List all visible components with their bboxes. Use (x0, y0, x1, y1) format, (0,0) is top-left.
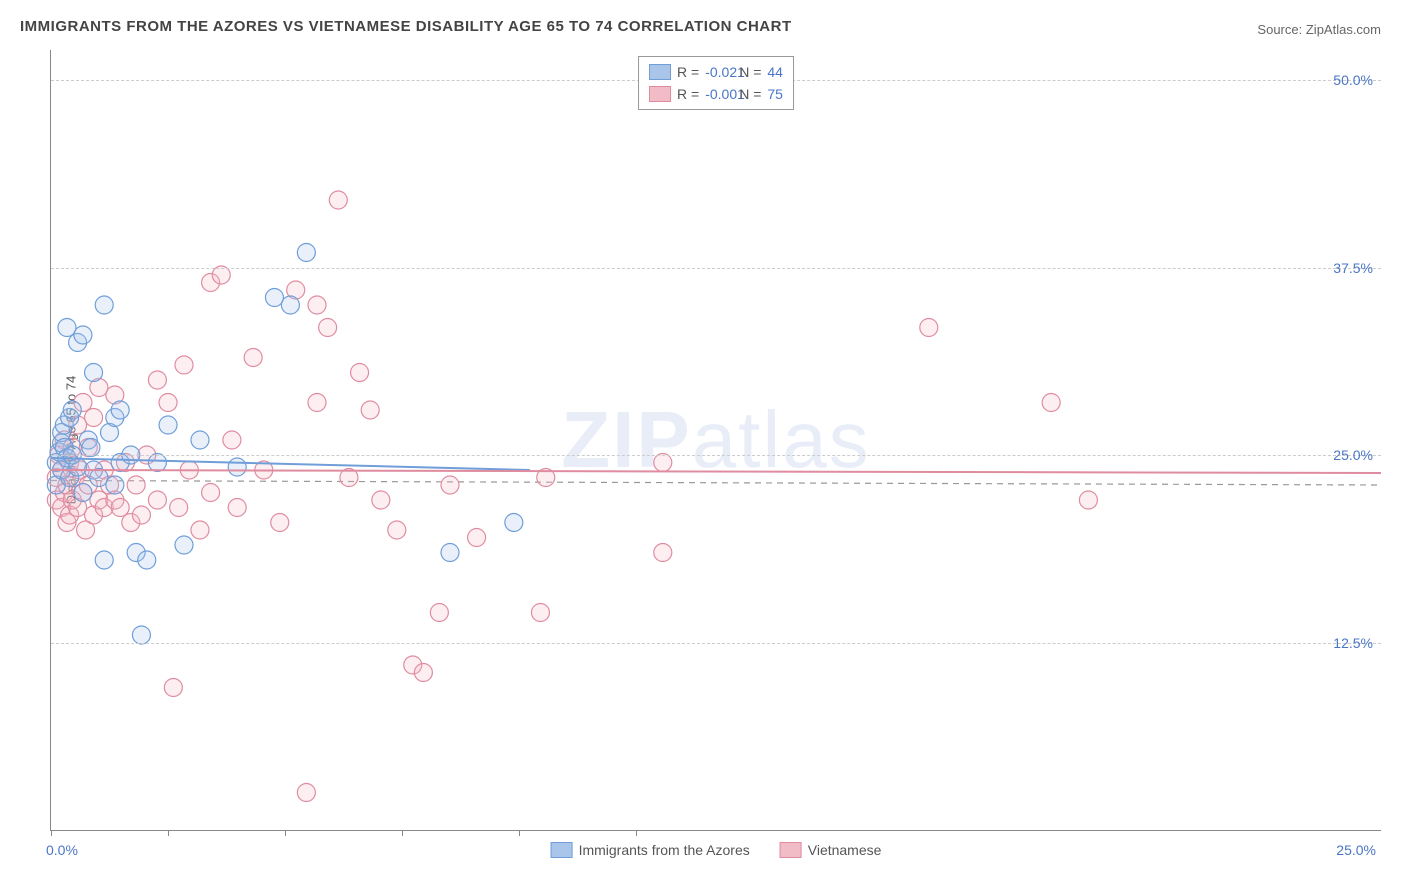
data-point (223, 431, 241, 449)
data-point (351, 364, 369, 382)
data-point (63, 401, 81, 419)
data-point (441, 476, 459, 494)
legend-item-vietnamese: Vietnamese (780, 842, 882, 858)
data-point (111, 499, 129, 517)
data-point (132, 506, 150, 524)
legend-label: Immigrants from the Azores (579, 842, 750, 858)
y-tick-label: 25.0% (1333, 447, 1373, 463)
data-point (441, 544, 459, 562)
n-value-azores: 44 (767, 61, 783, 83)
data-point (228, 458, 246, 476)
data-point (191, 431, 209, 449)
legend-swatch-azores (649, 64, 671, 80)
r-value-vietnamese: -0.001 (705, 83, 733, 105)
data-point (654, 544, 672, 562)
data-point (468, 529, 486, 547)
data-point (531, 604, 549, 622)
data-point (148, 454, 166, 472)
data-point (281, 296, 299, 314)
data-point (654, 454, 672, 472)
data-point (138, 551, 156, 569)
x-axis-max-label: 25.0% (1336, 842, 1376, 858)
data-point (297, 784, 315, 802)
data-point (414, 664, 432, 682)
source-link[interactable]: ZipAtlas.com (1306, 22, 1381, 37)
data-point (74, 484, 92, 502)
data-point (170, 499, 188, 517)
data-point (388, 521, 406, 539)
data-point (319, 319, 337, 337)
data-point (90, 469, 108, 487)
data-point (111, 401, 129, 419)
data-point (329, 191, 347, 209)
source-label: Source: (1257, 22, 1302, 37)
data-point (159, 394, 177, 412)
data-point (95, 296, 113, 314)
data-point (159, 416, 177, 434)
source-attribution: Source: ZipAtlas.com (1257, 22, 1381, 37)
data-point (265, 289, 283, 307)
data-point (920, 319, 938, 337)
x-axis-min-label: 0.0% (46, 842, 78, 858)
legend-series: Immigrants from the Azores Vietnamese (551, 842, 882, 858)
data-point (69, 458, 87, 476)
data-point (58, 319, 76, 337)
chart-title: IMMIGRANTS FROM THE AZORES VS VIETNAMESE… (20, 18, 792, 35)
data-point (228, 499, 246, 517)
chart-svg (51, 50, 1381, 830)
data-point (148, 371, 166, 389)
data-point (85, 364, 103, 382)
data-point (297, 244, 315, 262)
data-point (106, 476, 124, 494)
data-point (95, 551, 113, 569)
data-point (164, 679, 182, 697)
data-point (1042, 394, 1060, 412)
legend-item-azores: Immigrants from the Azores (551, 842, 750, 858)
legend-stats: R =-0.021 N =44 R =-0.001 N =75 (638, 56, 794, 110)
data-point (308, 394, 326, 412)
data-point (175, 356, 193, 374)
data-point (505, 514, 523, 532)
data-point (127, 476, 145, 494)
legend-swatch-vietnamese (780, 842, 802, 858)
legend-stats-row: R =-0.001 N =75 (649, 83, 783, 105)
data-point (372, 491, 390, 509)
data-point (175, 536, 193, 554)
trend-line (51, 470, 1381, 473)
data-point (271, 514, 289, 532)
y-tick-label: 37.5% (1333, 260, 1373, 276)
data-point (1079, 491, 1097, 509)
legend-label: Vietnamese (808, 842, 882, 858)
data-point (132, 626, 150, 644)
data-point (308, 296, 326, 314)
data-point (244, 349, 262, 367)
r-value-azores: -0.021 (705, 61, 733, 83)
data-point (82, 439, 100, 457)
plot-area: Disability Age 65 to 74 ZIPatlas R =-0.0… (50, 50, 1381, 831)
data-point (148, 491, 166, 509)
legend-stats-row: R =-0.021 N =44 (649, 61, 783, 83)
legend-swatch-vietnamese (649, 86, 671, 102)
data-point (212, 266, 230, 284)
n-value-vietnamese: 75 (767, 83, 783, 105)
y-tick-label: 12.5% (1333, 635, 1373, 651)
y-tick-label: 50.0% (1333, 72, 1373, 88)
data-point (361, 401, 379, 419)
data-point (191, 521, 209, 539)
data-point (430, 604, 448, 622)
data-point (74, 326, 92, 344)
data-point (202, 484, 220, 502)
data-point (85, 409, 103, 427)
legend-swatch-azores (551, 842, 573, 858)
